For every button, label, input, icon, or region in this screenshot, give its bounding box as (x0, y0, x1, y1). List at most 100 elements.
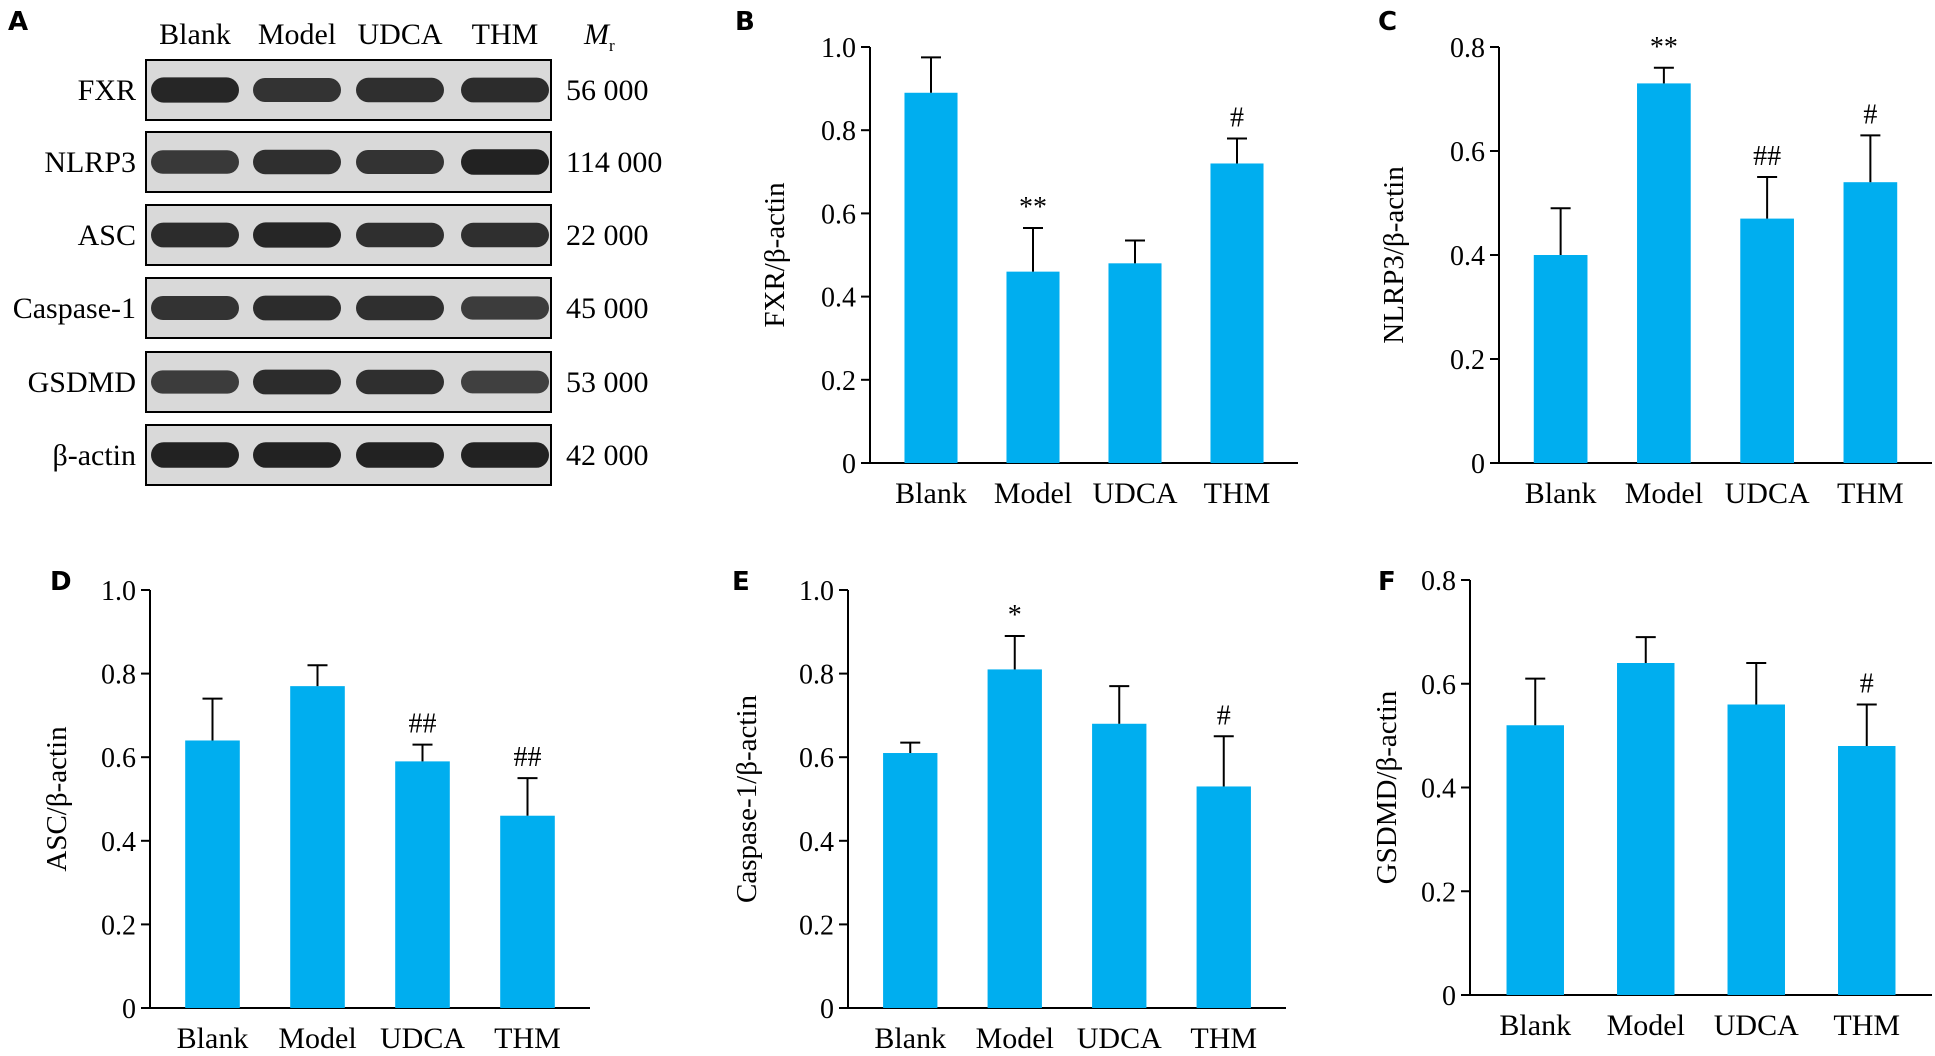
significance-marker: # (1230, 103, 1244, 134)
x-tick-label: Model (994, 477, 1072, 510)
bar-chart: B 0 0.2 0.4 0.6 0.8 1.0 FXR/β-actin Blank ** Model… (735, 7, 1298, 510)
bar (1006, 271, 1060, 463)
blot-protein-label: ASC (78, 219, 136, 252)
bar (290, 686, 345, 1008)
y-tick-label: 0 (1442, 981, 1456, 1012)
x-tick-label: Model (1625, 477, 1703, 510)
bar-chart: F 0 0.2 0.4 0.6 0.8 GSDMD/β-actin Blank Model UDC… (1371, 566, 1932, 1042)
blot-band (253, 295, 341, 321)
x-tick-label: UDCA (1725, 477, 1810, 510)
x-tick-label: THM (494, 1022, 561, 1051)
bar (904, 92, 958, 463)
y-tick-label: 0.6 (101, 743, 136, 774)
blot-band (461, 442, 549, 468)
y-tick-label: 0.6 (821, 199, 856, 230)
bar (1533, 255, 1588, 463)
bar (1843, 182, 1898, 463)
panel-letter: B (735, 7, 755, 37)
bar (1637, 83, 1691, 464)
bar (185, 740, 240, 1008)
blot-band (461, 222, 549, 248)
significance-marker: ** (1019, 192, 1047, 223)
x-tick-label: THM (1837, 477, 1904, 510)
blot-band (461, 370, 549, 394)
significance-marker: # (1217, 700, 1231, 731)
panel-letter: A (8, 7, 28, 37)
significance-marker: # (1863, 99, 1877, 130)
blot-row: GSDMD 53 000 (28, 351, 649, 413)
blot-molecular-weight: 56 000 (566, 74, 649, 107)
bar (1108, 263, 1162, 463)
blot-row: FXR 56 000 (78, 59, 649, 121)
blot-lane-labels: Blank Model UDCA THM (159, 18, 538, 51)
x-tick-label: Model (976, 1022, 1054, 1051)
y-tick-label: 0 (122, 994, 136, 1025)
blot-row: Caspase-1 45 000 (13, 277, 649, 339)
significance-marker: ## (409, 709, 437, 740)
x-tick-label: Blank (874, 1022, 946, 1051)
x-tick-label: Model (278, 1022, 356, 1051)
y-tick-label: 0.2 (101, 910, 136, 941)
blot-protein-label: Caspase-1 (13, 292, 136, 325)
panel-letter: E (732, 567, 750, 597)
bar-chart: E 0 0.2 0.4 0.6 0.8 1.0 Caspase-1/β-actin Blank *… (731, 567, 1286, 1055)
y-tick-label: 0.8 (799, 660, 834, 691)
blot-band (253, 222, 341, 248)
y-axis-label: FXR/β-actin (759, 182, 791, 328)
blot-protein-label: GSDMD (28, 366, 136, 399)
bar (1210, 163, 1264, 464)
blot-lane-label: Model (258, 18, 336, 51)
y-tick-label: 0.6 (1450, 137, 1485, 168)
y-axis-label: NLRP3/β-actin (1378, 166, 1410, 344)
blot-band (151, 370, 239, 394)
x-tick-label: UDCA (1714, 1009, 1799, 1042)
y-tick-label: 0 (1471, 449, 1485, 480)
blot-band (356, 442, 444, 468)
blot-protein-label: NLRP3 (44, 146, 136, 179)
blot-molecular-weight: 42 000 (566, 439, 649, 472)
bar (1506, 725, 1564, 995)
blot-band (253, 442, 341, 468)
western-blot-panel: A Blank Model UDCA THM Mr FXR 56 000 NLRP3 114 00… (8, 7, 662, 486)
y-tick-label: 0 (820, 994, 834, 1025)
blot-band (151, 442, 239, 468)
blot-lane-label: UDCA (357, 18, 442, 51)
significance-marker: ** (1650, 32, 1678, 63)
molecular-weight-header: Mr (583, 18, 615, 55)
x-tick-label: UDCA (380, 1022, 465, 1051)
blot-band (253, 78, 341, 102)
blot-band (151, 222, 239, 248)
y-tick-label: 1.0 (821, 33, 856, 64)
y-axis-label: GSDMD/β-actin (1371, 690, 1403, 884)
bar (1092, 723, 1147, 1008)
x-tick-label: Blank (895, 477, 967, 510)
blot-band (461, 77, 549, 103)
bar (883, 753, 938, 1008)
bar (1617, 663, 1675, 995)
y-tick-label: 0 (842, 449, 856, 480)
x-tick-label: Blank (1525, 477, 1597, 510)
x-tick-label: UDCA (1092, 477, 1177, 510)
blot-molecular-weight: 53 000 (566, 366, 649, 399)
y-tick-label: 0.2 (799, 910, 834, 941)
bar-chart: C 0 0.2 0.4 0.6 0.8 NLRP3/β-actin Blank ** Model #… (1378, 7, 1932, 510)
y-tick-label: 0.8 (101, 660, 136, 691)
y-tick-label: 0.4 (1450, 241, 1485, 272)
y-tick-label: 1.0 (101, 576, 136, 607)
bar (1740, 218, 1794, 463)
blot-band (461, 149, 549, 175)
y-tick-label: 0.4 (799, 827, 834, 858)
blot-lane-label: THM (472, 18, 539, 51)
blot-protein-label: FXR (78, 74, 136, 107)
bar (1196, 786, 1251, 1008)
blot-row: NLRP3 114 000 (44, 131, 662, 193)
bar-chart: D 0 0.2 0.4 0.6 0.8 1.0 ASC/β-actin Blank Model ##… (41, 567, 590, 1055)
x-tick-label: Blank (177, 1022, 249, 1051)
blot-row: ASC 22 000 (78, 204, 649, 266)
significance-marker: ## (1753, 141, 1781, 172)
bar (395, 761, 450, 1008)
y-tick-label: 0.4 (101, 827, 136, 858)
y-tick-label: 0.2 (821, 366, 856, 397)
